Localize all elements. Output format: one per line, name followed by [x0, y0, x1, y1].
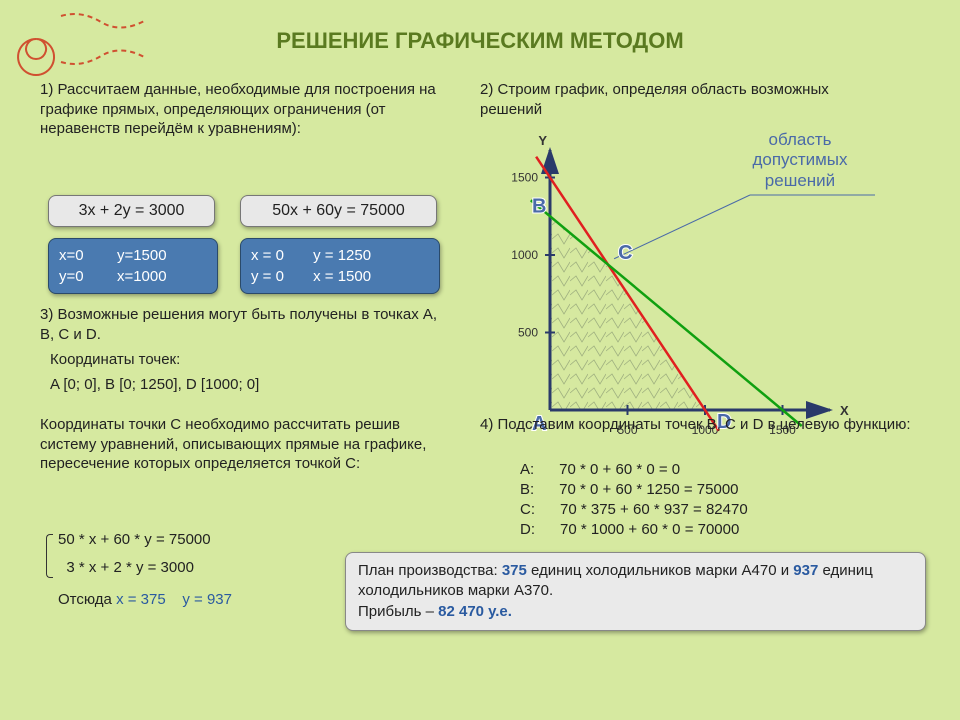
plan-a: План производства: — [358, 562, 502, 579]
vals1-box: x=0 y=1500 y=0 x=1000 — [48, 238, 218, 294]
svg-text:500: 500 — [518, 326, 538, 340]
vals2-box: x = 0 y = 1250 y = 0 x = 1500 — [240, 238, 440, 294]
sys-res-b: x = 375 y = 937 — [116, 591, 232, 608]
svg-text:1000: 1000 — [511, 248, 538, 262]
sys1: 50 * x + 60 * y = 75000 — [58, 530, 318, 550]
vals2-l1: x = 0 y = 1250 — [251, 245, 429, 266]
plan-b: 375 — [502, 562, 527, 579]
plan-f: Прибыль – — [358, 603, 438, 620]
svg-text:1500: 1500 — [511, 171, 538, 185]
vals2-l2: y = 0 x = 1500 — [251, 266, 429, 287]
plan-d: 937 — [793, 562, 818, 579]
brace-icon — [46, 534, 53, 578]
fa: A: 70 * 0 + 60 * 0 = 0 — [520, 460, 920, 480]
vals1-l2: y=0 x=1000 — [59, 266, 207, 287]
coords-line: A [0; 0], B [0; 1250], D [1000; 0] — [50, 375, 450, 395]
page-title: РЕШЕНИЕ ГРАФИЧЕСКИМ МЕТОДОМ — [0, 28, 960, 54]
step1-text: 1) Рассчитаем данные, необходимые для по… — [40, 80, 440, 139]
sys2: 3 * x + 2 * y = 3000 — [58, 558, 318, 578]
coords-head: Координаты точек: — [50, 350, 450, 370]
step3-text: 3) Возможные решения могут быть получены… — [40, 305, 440, 344]
eq2-box: 50x + 60y = 75000 — [240, 195, 437, 227]
plan-g: 82 470 у.е. — [438, 603, 512, 620]
vals1-l1: x=0 y=1500 — [59, 245, 207, 266]
svg-text:Y: Y — [538, 133, 547, 148]
fb: B: 70 * 0 + 60 * 1250 = 75000 — [520, 480, 920, 500]
plan-box: План производства: 375 единиц холодильни… — [345, 552, 926, 631]
svg-text:C: C — [618, 242, 632, 264]
fd: D: 70 * 1000 + 60 * 0 = 70000 — [520, 520, 920, 540]
step4-text: 4) Подставим координаты точек B, C и D в… — [480, 415, 920, 435]
step2-text: 2) Строим график, определяя область возм… — [480, 80, 880, 119]
sys-res-a: Отсюда — [58, 591, 116, 608]
eq1-box: 3x + 2y = 3000 — [48, 195, 215, 227]
c-text: Координаты точки C необходимо рассчитать… — [40, 415, 460, 474]
sys-result: Отсюда x = 375 y = 937 — [58, 590, 358, 610]
fc: C: 70 * 375 + 60 * 937 = 82470 — [520, 500, 920, 520]
plan-c: единиц холодильников марки A470 и — [527, 562, 793, 579]
svg-text:B: B — [532, 195, 546, 217]
